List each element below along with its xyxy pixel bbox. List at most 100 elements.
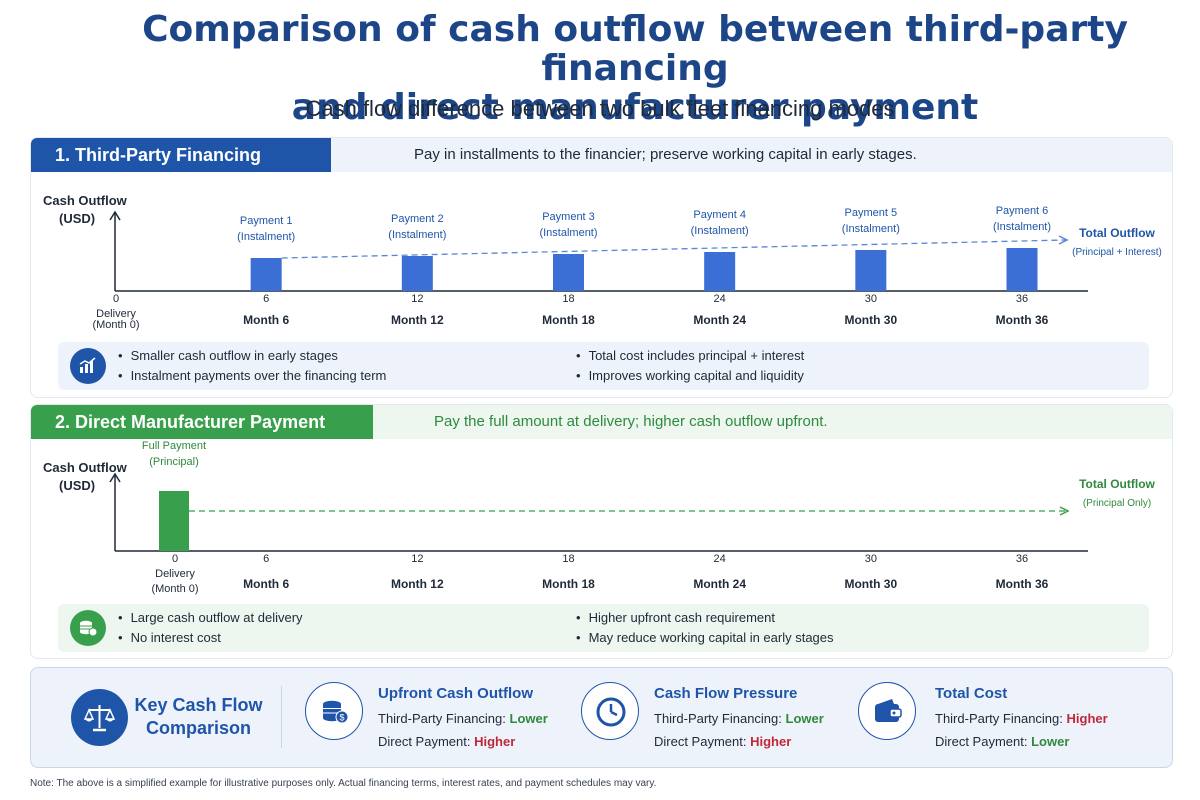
tick-label: Month 36 [996, 577, 1049, 591]
rating-lower: Lower [1031, 734, 1070, 749]
list-item: Higher upfront cash requirement [576, 608, 834, 628]
data-bar [250, 258, 282, 291]
section1-notes: Smaller cash outflow in early stages Ins… [58, 342, 1149, 390]
list-item: Smaller cash outflow in early stages [118, 346, 386, 366]
rating-higher: Higher [750, 734, 792, 749]
comparison-title-line-1: Key Cash Flow [134, 695, 263, 715]
y-axis-unit: (USD) [59, 478, 95, 493]
notes-right-list: Higher upfront cash requirement May redu… [576, 608, 834, 647]
line-label: Direct Payment: [935, 734, 1032, 749]
tick-number: 30 [865, 553, 877, 565]
clock-icon [581, 682, 639, 740]
comparison-item-line: Direct Payment: Higher [378, 734, 515, 749]
trend-dashed-line [281, 239, 1066, 259]
tick-number: 30 [865, 293, 877, 305]
rating-lower: Lower [785, 711, 824, 726]
title-line-1: Comparison of cash outflow between third… [142, 9, 1128, 89]
coins-icon [70, 610, 106, 646]
y-axis-unit: (USD) [59, 211, 95, 226]
tick-number: 12 [411, 293, 423, 305]
tick-number: 6 [263, 553, 269, 565]
comparison-item-line: Third-Party Financing: Lower [654, 711, 824, 726]
bar-sublabel: (Instalment) [842, 223, 900, 235]
y-axis-label: Cash Outflow [43, 460, 128, 475]
comparison-item-line: Direct Payment: Higher [654, 734, 791, 749]
total-outflow-sublabel: (Principal Only) [1083, 498, 1151, 509]
tick-number: 6 [263, 293, 269, 305]
data-bar [1006, 248, 1038, 291]
bar-sublabel: (Instalment) [691, 225, 749, 237]
tick-label: Month 18 [542, 313, 595, 327]
comparison-item-title: Upfront Cash Outflow [378, 685, 533, 702]
bar-sublabel: (Principal) [149, 456, 199, 468]
bar-label: Payment 5 [845, 207, 898, 219]
wallet-icon [858, 682, 916, 740]
notes-left-list: Large cash outflow at delivery No intere… [118, 608, 303, 647]
line-label: Third-Party Financing: [654, 711, 786, 726]
tick-label: (Month 0) [151, 583, 198, 595]
y-axis-arrow [109, 210, 121, 221]
line-label: Third-Party Financing: [935, 711, 1067, 726]
key-comparison-panel: Key Cash Flow Comparison $ Upfront Cash … [30, 667, 1173, 768]
bar-label: Payment 2 [391, 213, 444, 225]
comparison-item-title: Cash Flow Pressure [654, 685, 798, 702]
list-item: Large cash outflow at delivery [118, 608, 303, 628]
page-subtitle: Cash flow difference between two bulk fl… [305, 96, 895, 121]
list-item: Improves working capital and liquidity [576, 366, 804, 386]
coin-stack-icon: $ [305, 682, 363, 740]
data-bar [553, 254, 584, 291]
bar-label: Full Payment [142, 440, 206, 452]
y-axis-arrow [109, 472, 121, 483]
notes-right-list: Total cost includes principal + interest… [576, 346, 805, 386]
bar-label: Payment 1 [240, 215, 293, 227]
bar-label: Payment 3 [542, 211, 595, 223]
bar-chart-icon [70, 348, 106, 384]
tick-label: Month 30 [844, 577, 897, 591]
comparison-title: Key Cash Flow Comparison [131, 694, 266, 740]
tick-label: Delivery [155, 568, 195, 580]
section-label: 1. Third-Party Financing Mode [31, 138, 331, 199]
rating-lower: Lower [509, 711, 548, 726]
tick-label: Month 12 [391, 313, 444, 327]
comparison-item-line: Direct Payment: Lower [935, 734, 1069, 749]
tick-label: Month 6 [243, 577, 289, 591]
tick-number: 12 [411, 553, 423, 565]
bar-sublabel: (Instalment) [237, 231, 295, 243]
total-outflow-label: Total Outflow [1079, 477, 1155, 491]
section-header: 2. Direct Manufacturer Payment Mode Pay … [31, 405, 1172, 466]
svg-text:$: $ [339, 713, 344, 723]
tick-label: Month 24 [693, 313, 746, 327]
data-bar [159, 491, 189, 551]
tick-number: 0 [113, 293, 119, 305]
comparison-item-line: Third-Party Financing: Lower [378, 711, 548, 726]
scales-icon [71, 689, 128, 746]
data-bar [855, 250, 887, 291]
notes-left-list: Smaller cash outflow in early stages Ins… [118, 346, 387, 386]
bar-sublabel: (Instalment) [993, 221, 1051, 233]
divider [281, 686, 282, 748]
list-item: May reduce working capital in early stag… [576, 628, 834, 648]
tick-number: 36 [1016, 293, 1028, 305]
section-label: 2. Direct Manufacturer Payment Mode [31, 405, 373, 466]
line-label: Direct Payment: [378, 734, 475, 749]
tick-number: 0 [172, 553, 178, 565]
comparison-title-line-2: Comparison [145, 718, 251, 738]
section2-notes: Large cash outflow at delivery No intere… [58, 604, 1149, 652]
tick-label: Month 12 [391, 577, 444, 591]
line-label: Direct Payment: [654, 734, 751, 749]
line-label: Third-Party Financing: [378, 711, 510, 726]
tick-label: Month 6 [243, 313, 289, 327]
data-bar [401, 256, 433, 291]
tick-label: Month 18 [542, 577, 595, 591]
tick-label: Month 36 [996, 313, 1049, 327]
tick-number: 36 [1016, 553, 1028, 565]
tick-label: (Month 0) [92, 319, 139, 331]
data-bar [704, 252, 736, 291]
rating-higher: Higher [474, 734, 516, 749]
list-item: Instalment payments over the financing t… [118, 366, 387, 386]
comparison-item-title: Total Cost [935, 685, 1008, 702]
page-title: Comparison of cash outflow between third… [60, 10, 1200, 127]
tick-label: Delivery [96, 308, 136, 320]
tick-number: 24 [714, 293, 726, 305]
